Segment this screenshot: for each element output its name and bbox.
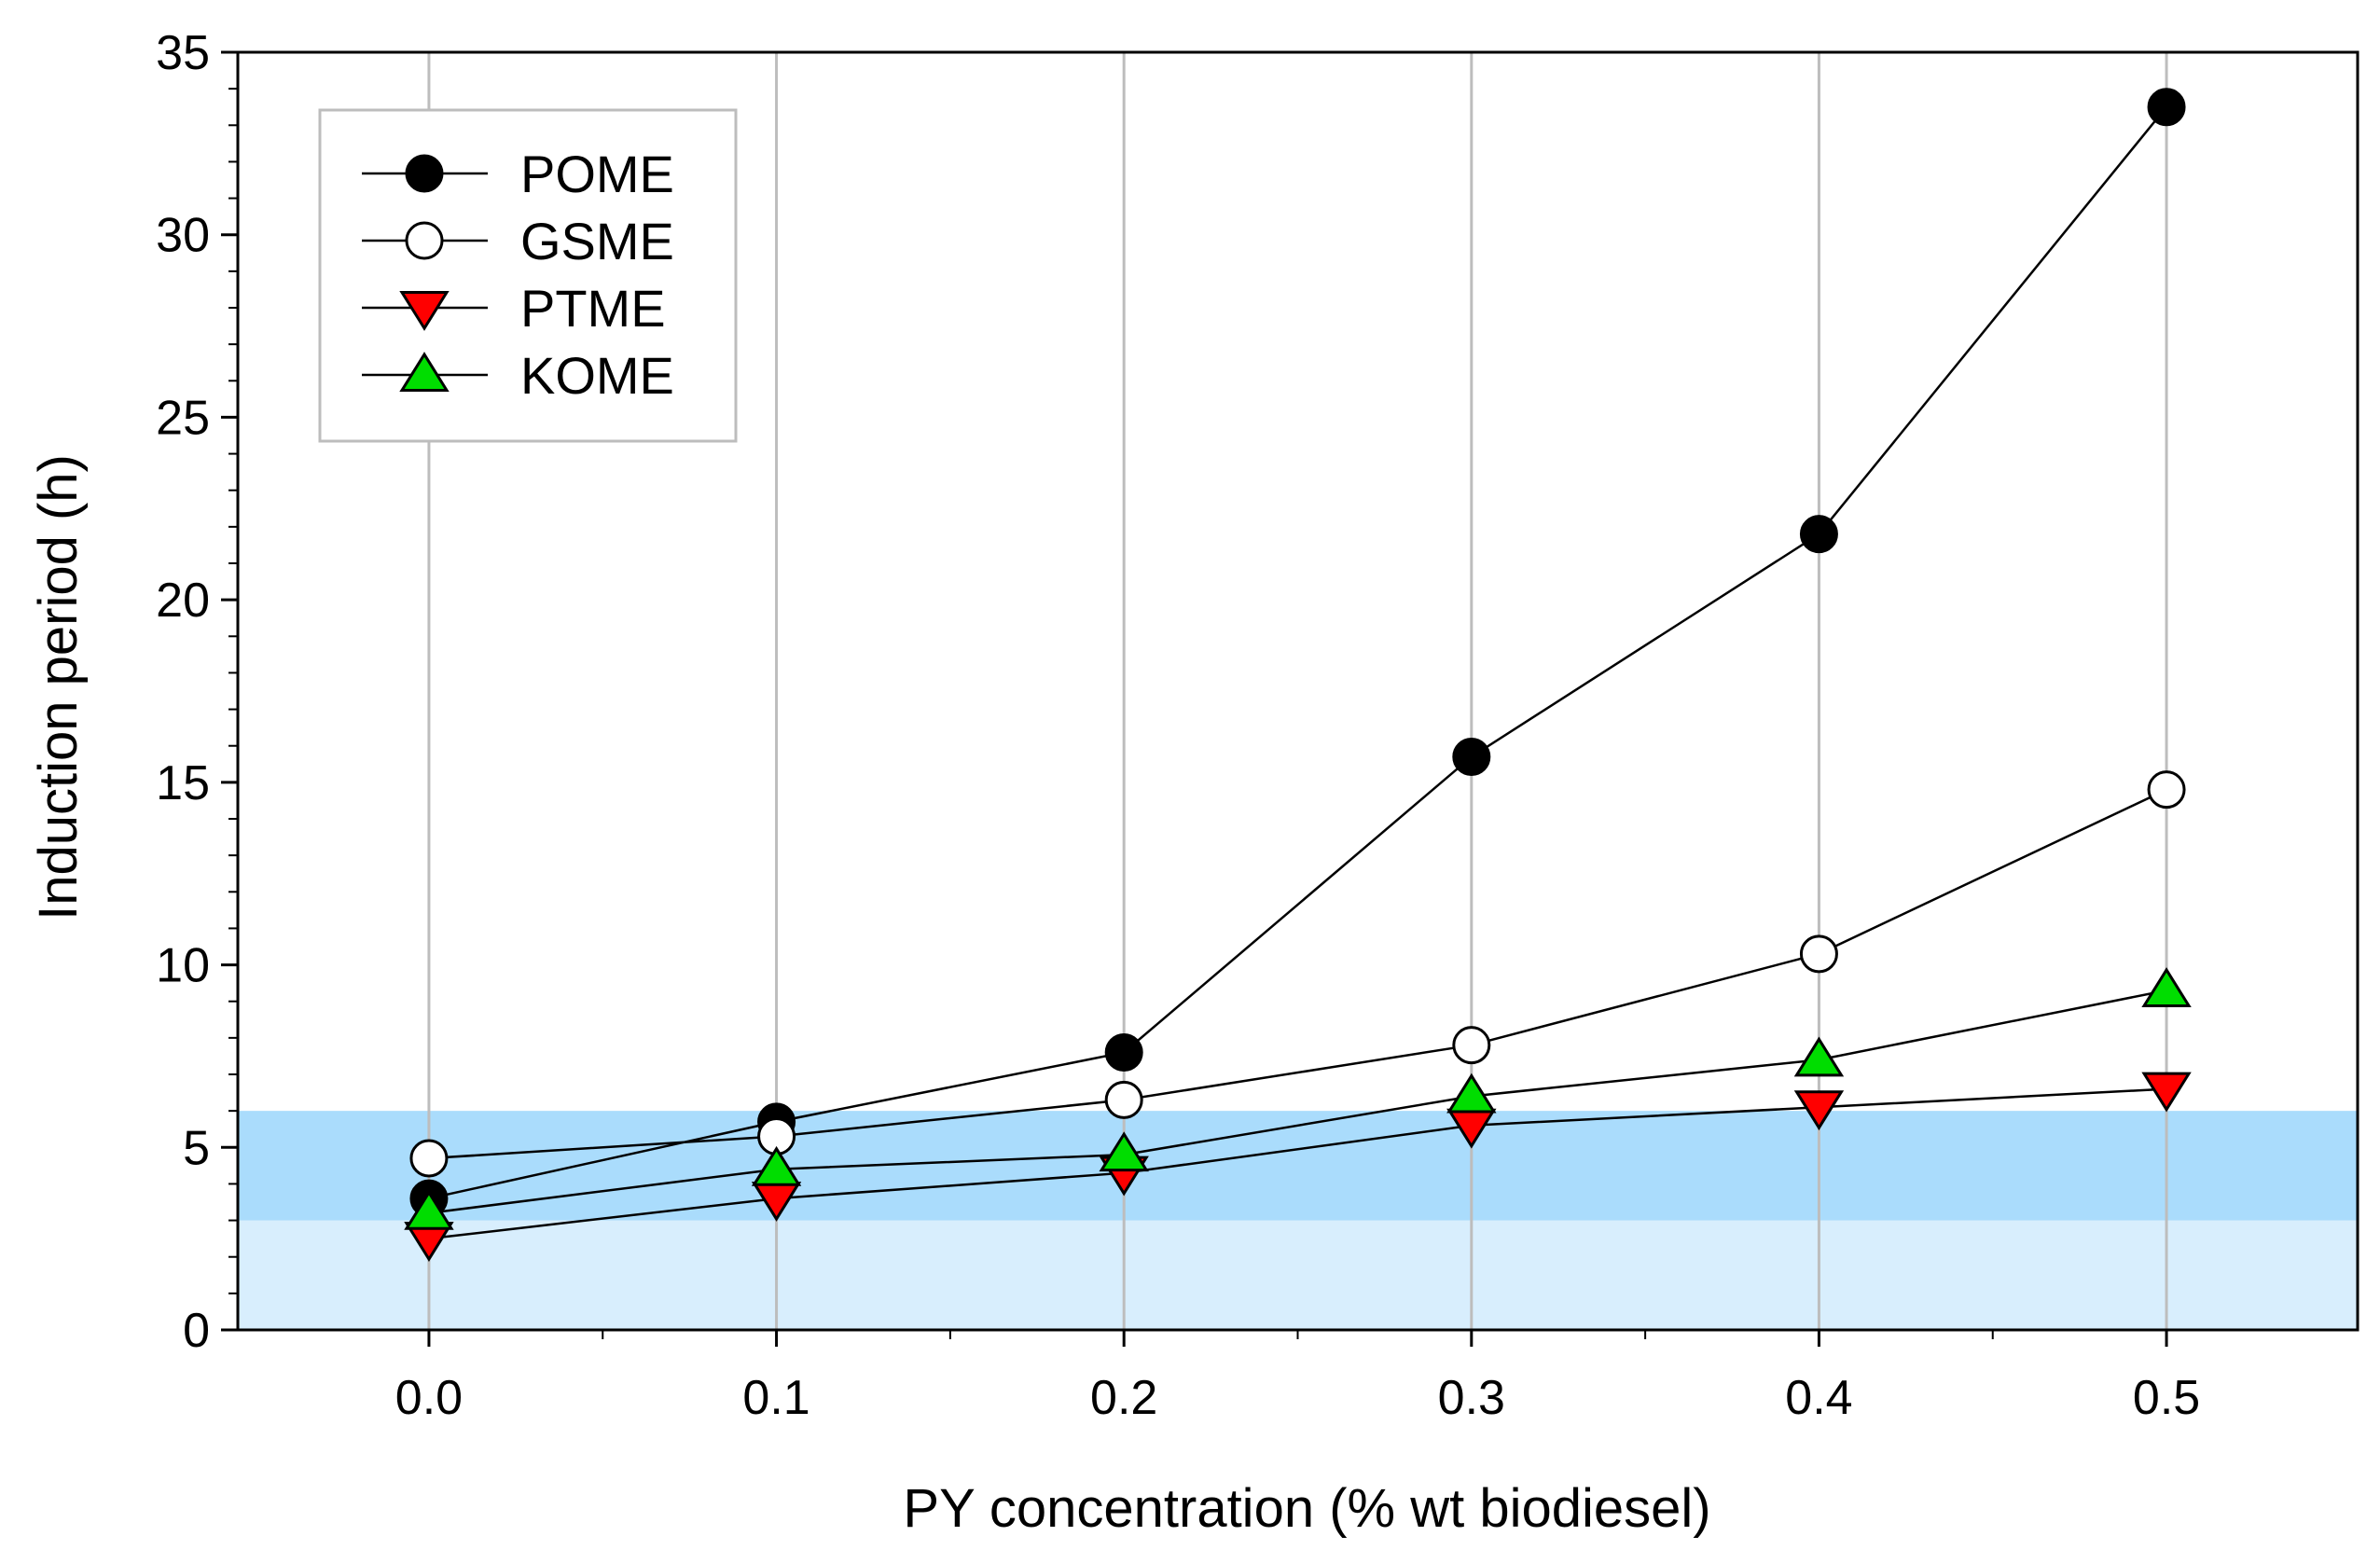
data-point-gsme	[1104, 1080, 1143, 1119]
legend-label: POME	[520, 145, 674, 203]
series-gsme	[409, 770, 2186, 1178]
reference-band-0	[238, 1220, 2358, 1330]
x-tick-label: 0.4	[1785, 1371, 1852, 1425]
legend-item-pome: POME	[362, 145, 674, 203]
legend-item-gsme: GSME	[362, 212, 674, 270]
y-tick-label: 0	[183, 1304, 210, 1358]
x-tick-label: 0.1	[742, 1371, 809, 1425]
x-axis-ticks: 0.0 0.1 0.2 0.3 0.4 0.5	[395, 1330, 2200, 1425]
y-tick-label: 10	[156, 939, 210, 993]
x-tick-label: 0.3	[1438, 1371, 1505, 1425]
legend-marker-pome	[405, 154, 444, 193]
data-point-kome	[1793, 1036, 1845, 1077]
reference-band-1	[238, 1111, 2358, 1221]
series-line-ptme	[428, 1087, 2167, 1240]
data-point-kome	[404, 1189, 454, 1230]
y-tick-label: 25	[156, 391, 210, 445]
x-tick-label: 0.2	[1090, 1371, 1157, 1425]
vertical-gridlines	[427, 52, 2168, 1330]
data-point-ptme	[1793, 1090, 1845, 1131]
data-point-kome	[1446, 1073, 1497, 1114]
data-point-pome	[1799, 515, 1838, 554]
data-point-gsme	[1452, 1026, 1491, 1065]
y-tick-label: 35	[156, 26, 210, 80]
reference-bands	[238, 1111, 2358, 1330]
legend-marker-ptme	[399, 291, 450, 331]
series-line-gsme	[428, 788, 2167, 1160]
data-point-gsme	[1799, 934, 1838, 974]
legend-item-ptme: PTME	[362, 279, 666, 338]
y-tick-label: 5	[183, 1121, 210, 1175]
legend-label: PTME	[520, 279, 666, 338]
legend-marker-gsme	[405, 221, 444, 260]
data-point-pome	[1452, 737, 1491, 776]
x-tick-label: 0.0	[395, 1371, 463, 1425]
data-point-gsme	[409, 1139, 449, 1178]
data-point-pome	[2147, 88, 2186, 127]
x-tick-label: 0.5	[2133, 1371, 2200, 1425]
y-axis-label: Induction period (h)	[28, 454, 89, 920]
data-point-pome	[1104, 1033, 1143, 1073]
legend-marker-kome	[399, 352, 450, 392]
x-axis-label: PY concentration (% wt biodiesel)	[903, 1478, 1710, 1539]
legend-label: GSME	[520, 212, 674, 270]
y-tick-label: 15	[156, 756, 210, 810]
data-point-kome	[2141, 967, 2192, 1007]
data-point-kome	[1099, 1131, 1149, 1172]
series-line-pome	[428, 105, 2168, 1200]
series-kome	[404, 967, 2192, 1230]
legend-item-kome: KOME	[362, 346, 674, 405]
legend-label: KOME	[520, 346, 674, 405]
data-point-ptme	[2141, 1072, 2192, 1113]
y-axis-ticks: 0 5 10 15 20 25 30 35	[156, 26, 238, 1358]
legend: POME GSME PTME KOME	[318, 108, 738, 443]
data-point-kome	[751, 1145, 802, 1186]
legend-box	[318, 108, 738, 443]
data-series	[404, 88, 2192, 1262]
y-tick-label: 20	[156, 574, 210, 628]
y-tick-label: 30	[156, 209, 210, 263]
series-line-kome	[428, 989, 2167, 1214]
data-point-gsme	[2147, 770, 2186, 810]
